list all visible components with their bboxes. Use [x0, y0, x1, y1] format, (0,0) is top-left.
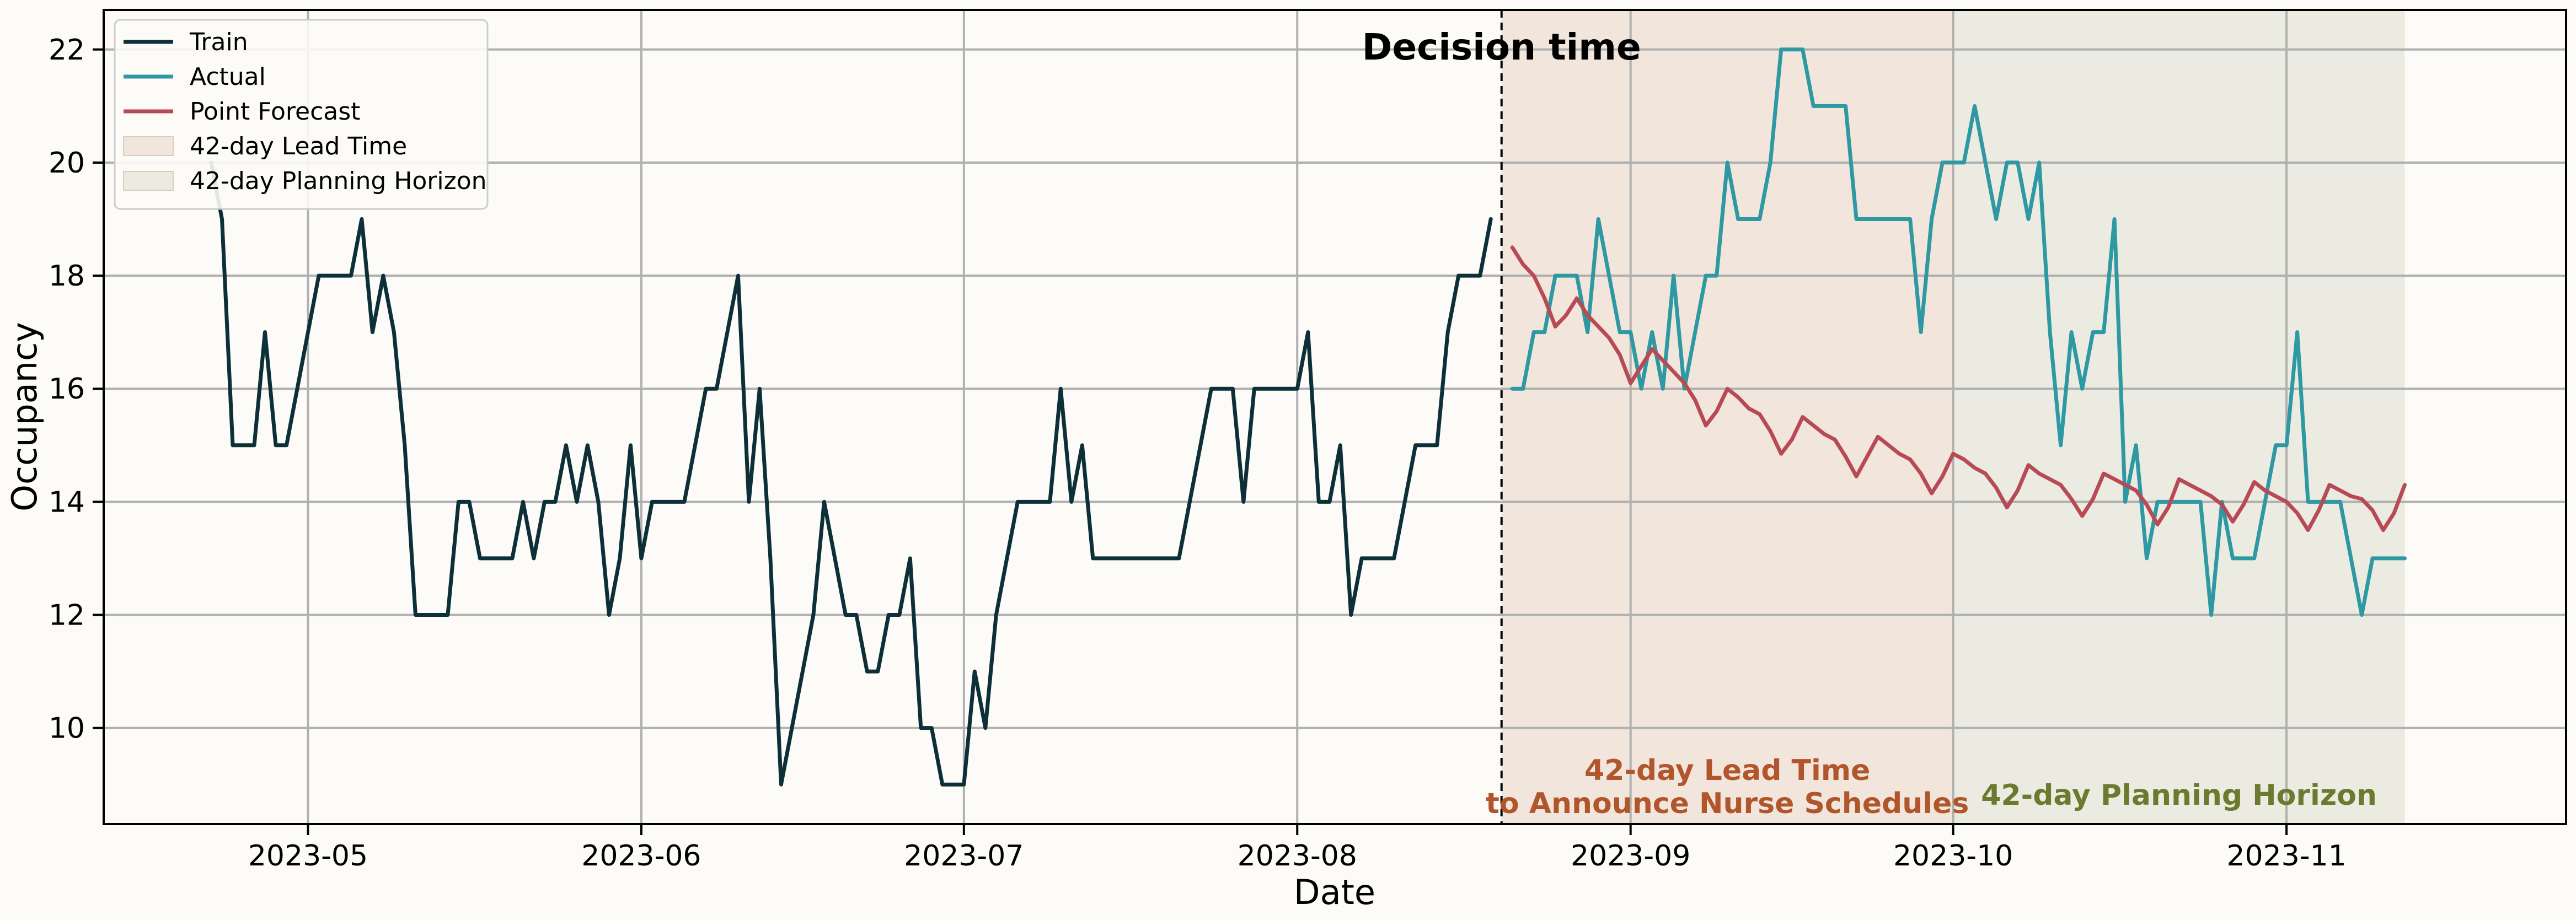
y-tick-label: 22 — [49, 34, 85, 67]
y-tick-label: 10 — [49, 712, 85, 745]
x-tick-label: 2023-09 — [1571, 840, 1690, 873]
y-tick-label: 12 — [49, 599, 85, 632]
axis-ticks: 2023-05 2023-06 2023-07 2023-08 2023-09 2023-… — [49, 34, 2347, 873]
x-tick-label: 2023-08 — [1238, 840, 1357, 873]
series-line-actual — [1510, 47, 2407, 617]
legend-swatch-42-day-planning-horizon — [123, 171, 174, 191]
decision-label: Decision time — [1362, 26, 1641, 68]
legend-label-42-day-lead-time: 42-day Lead Time — [190, 132, 407, 160]
legend-label-actual: Actual — [190, 63, 266, 91]
x-axis-label: Date — [1294, 872, 1375, 912]
y-tick-label: 18 — [49, 260, 85, 293]
shaded-regions — [1501, 10, 2405, 824]
x-tick-label: 2023-07 — [904, 840, 1024, 873]
legend-label-point-forecast: Point Forecast — [190, 98, 360, 126]
series-line-point-forecast — [1510, 245, 2407, 532]
x-tick-label: 2023-10 — [1893, 840, 2013, 873]
region-lead-time — [1501, 10, 1953, 824]
y-tick-label: 14 — [49, 486, 85, 519]
legend-label-42-day-planning-horizon: 42-day Planning Horizon — [190, 167, 487, 195]
x-tick-label: 2023-05 — [248, 840, 368, 873]
series-line-train — [209, 160, 1493, 787]
legend-label-train: Train — [189, 28, 248, 56]
series-lines — [209, 47, 2407, 787]
legend: Train Actual Point Forecast 42-day Lead Tim… — [114, 19, 489, 210]
region-label: to Announce Nurse Schedules — [1486, 787, 1969, 820]
y-tick-label: 20 — [49, 147, 85, 180]
plot-frame — [103, 9, 2567, 825]
x-tick-label: 2023-06 — [581, 840, 701, 873]
legend-box — [114, 19, 489, 210]
region-planning-horizon — [1953, 10, 2405, 824]
y-axis-label: Occupancy — [4, 322, 45, 512]
region-label: 42-day Planning Horizon — [1981, 779, 2377, 812]
y-tick-label: 16 — [49, 373, 85, 406]
x-tick-label: 2023-11 — [2226, 840, 2346, 873]
legend-swatch-42-day-lead-time — [123, 136, 174, 156]
region-label: 42-day Lead Time — [1584, 754, 1870, 787]
